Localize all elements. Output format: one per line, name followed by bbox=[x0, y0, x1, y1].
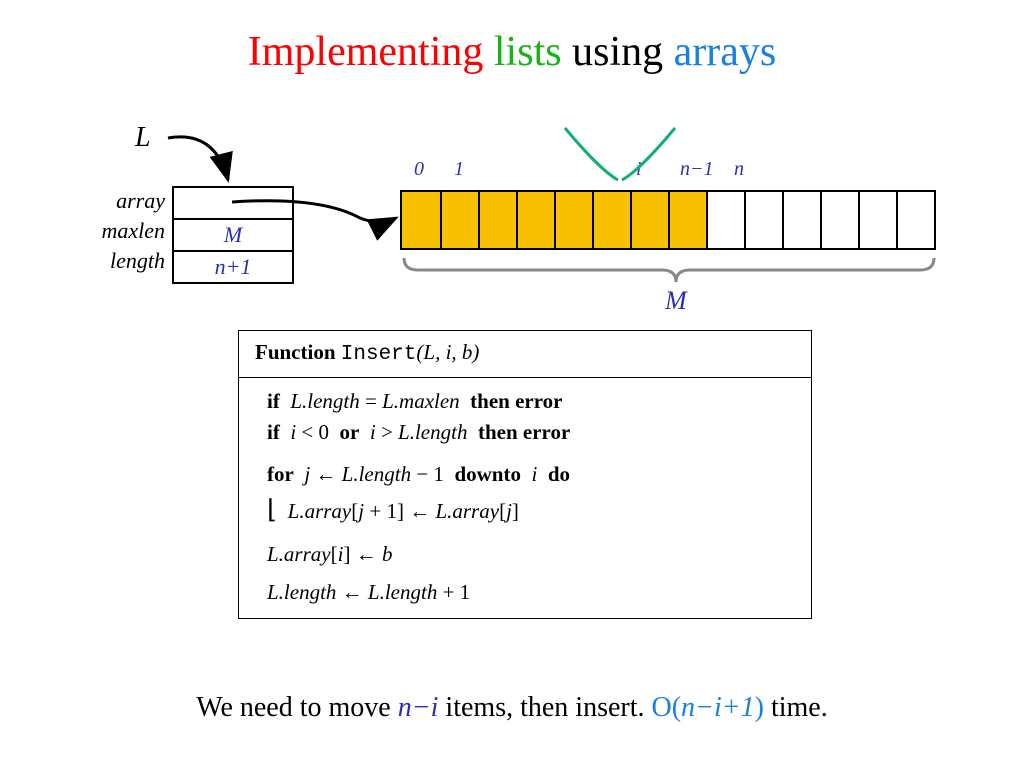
title-word-4: arrays bbox=[674, 29, 777, 75]
label-length: length bbox=[60, 246, 165, 276]
array-cell bbox=[402, 192, 440, 248]
array-cell bbox=[896, 192, 934, 248]
array-visual bbox=[400, 190, 936, 250]
brace-label-M: M bbox=[665, 286, 687, 316]
label-maxlen: maxlen bbox=[60, 216, 165, 246]
caption-t5: time. bbox=[764, 692, 828, 723]
pseudo-line-1: if L.length = L.maxlen then error bbox=[267, 386, 795, 418]
array-cell bbox=[744, 192, 782, 248]
array-cell bbox=[630, 192, 668, 248]
caption-t3: items, then insert. bbox=[438, 692, 651, 723]
index-n-1: n−1 bbox=[680, 158, 714, 181]
array-cell bbox=[516, 192, 554, 248]
index-1: 1 bbox=[454, 158, 464, 181]
index-i: i bbox=[636, 158, 642, 181]
label-array: array bbox=[60, 186, 165, 216]
variable-L: L bbox=[135, 122, 151, 154]
array-cell bbox=[782, 192, 820, 248]
pseudo-line-2: if i < 0 or i > L.length then error bbox=[267, 417, 795, 449]
struct-maxlen-value: M bbox=[174, 218, 292, 250]
array-cell bbox=[820, 192, 858, 248]
index-n: n bbox=[734, 158, 744, 181]
array-cell bbox=[554, 192, 592, 248]
struct-field-labels: array maxlen length bbox=[60, 186, 165, 276]
slide-title: Implementing lists using arrays bbox=[0, 28, 1024, 76]
array-cell bbox=[668, 192, 706, 248]
struct-box: M n+1 bbox=[172, 186, 294, 284]
struct-array-value bbox=[174, 188, 292, 218]
array-cell bbox=[440, 192, 478, 248]
caption: We need to move n−i items, then insert. … bbox=[0, 692, 1024, 724]
function-name: Insert bbox=[341, 343, 417, 366]
function-args: (L, i, b) bbox=[416, 340, 479, 364]
index-0: 0 bbox=[414, 158, 424, 181]
pseudo-line-6: L.length ← L.length + 1 bbox=[267, 577, 795, 609]
title-word-1: Implementing bbox=[248, 29, 484, 75]
array-cell bbox=[858, 192, 896, 248]
struct-length-value: n+1 bbox=[174, 250, 292, 282]
keyword-function: Function bbox=[255, 340, 336, 364]
caption-t1: We need to move bbox=[196, 692, 397, 723]
title-word-2: lists bbox=[494, 29, 562, 75]
title-word-3: using bbox=[572, 29, 663, 75]
array-cell bbox=[478, 192, 516, 248]
pseudo-line-5: L.array[i] ← b bbox=[267, 539, 795, 571]
array-cell bbox=[592, 192, 630, 248]
caption-var: n−i bbox=[398, 692, 439, 723]
pseudocode-header: Function Insert(L, i, b) bbox=[239, 331, 811, 378]
pseudocode-box: Function Insert(L, i, b) if L.length = L… bbox=[238, 330, 812, 619]
pseudo-line-3: for j ← L.length − 1 downto i do bbox=[267, 459, 795, 491]
array-cell bbox=[706, 192, 744, 248]
pseudo-line-4: ⌊ L.array[j + 1] ← L.array[j] bbox=[267, 490, 795, 529]
caption-bigO: O(n−i+1) bbox=[652, 692, 764, 723]
